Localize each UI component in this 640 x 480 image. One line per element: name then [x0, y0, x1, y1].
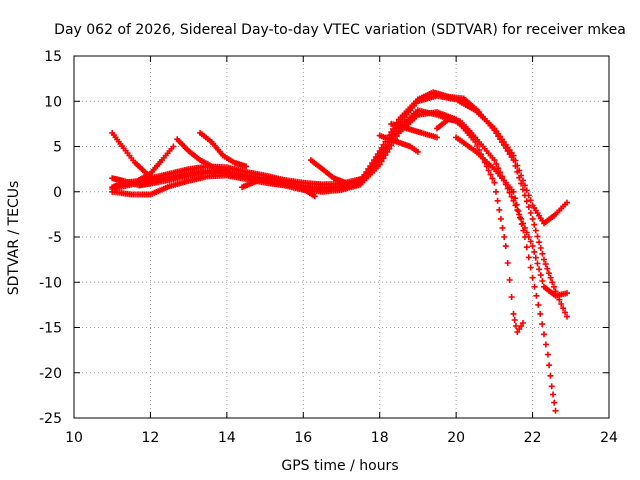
y-tick-label: -15: [39, 321, 62, 337]
series-track-13: [388, 120, 440, 141]
y-tick-label: 10: [44, 94, 62, 110]
y-tick-label: -10: [39, 275, 62, 291]
y-tick-label: 15: [44, 49, 62, 65]
y-tick-labels: -25 -20 -15 -10 -5 0 5 10 15: [39, 49, 62, 427]
y-tick-label: 0: [53, 185, 62, 201]
series-track-8: [174, 136, 230, 174]
x-tick-label: 12: [142, 430, 160, 446]
series-track-9: [197, 129, 249, 170]
series-track-7: [136, 143, 177, 183]
series-track-12: [376, 132, 421, 155]
x-tick-label: 14: [218, 430, 236, 446]
x-tick-label: 18: [371, 430, 389, 446]
chart-title: Day 062 of 2026, Sidereal Day-to-day VTE…: [54, 22, 626, 38]
series-markers: [434, 116, 475, 136]
y-tick-label: -25: [39, 411, 62, 427]
x-tick-label: 20: [447, 430, 465, 446]
y-tick-label: -5: [48, 230, 62, 246]
x-tick-label: 22: [524, 430, 542, 446]
x-tick-labels: 10 12 14 16 18 20 22 24: [65, 430, 618, 446]
series-markers: [388, 120, 440, 141]
data-layer: [109, 89, 570, 414]
tick-marks: [73, 55, 610, 419]
series-track-10: [239, 175, 318, 200]
y-tick-label: -20: [39, 366, 62, 382]
series-markers: [239, 175, 318, 200]
series-markers: [197, 129, 249, 170]
series-track-14: [434, 116, 475, 136]
series-markers: [174, 136, 230, 174]
x-tick-label: 10: [65, 430, 83, 446]
series-markers: [453, 134, 559, 414]
series-track-5: [453, 134, 559, 414]
series-track-6: [109, 129, 158, 183]
y-axis-title: SDTVAR / TECUs: [6, 181, 22, 296]
series-track-11: [307, 157, 360, 188]
grid-lines: [74, 56, 609, 418]
series-markers: [109, 129, 158, 183]
series-markers: [307, 157, 360, 188]
y-tick-label: 5: [53, 140, 62, 156]
x-tick-label: 16: [294, 430, 312, 446]
series-markers: [136, 143, 177, 183]
x-axis-title: GPS time / hours: [281, 458, 398, 474]
x-tick-label: 24: [600, 430, 618, 446]
series-markers: [376, 132, 421, 155]
